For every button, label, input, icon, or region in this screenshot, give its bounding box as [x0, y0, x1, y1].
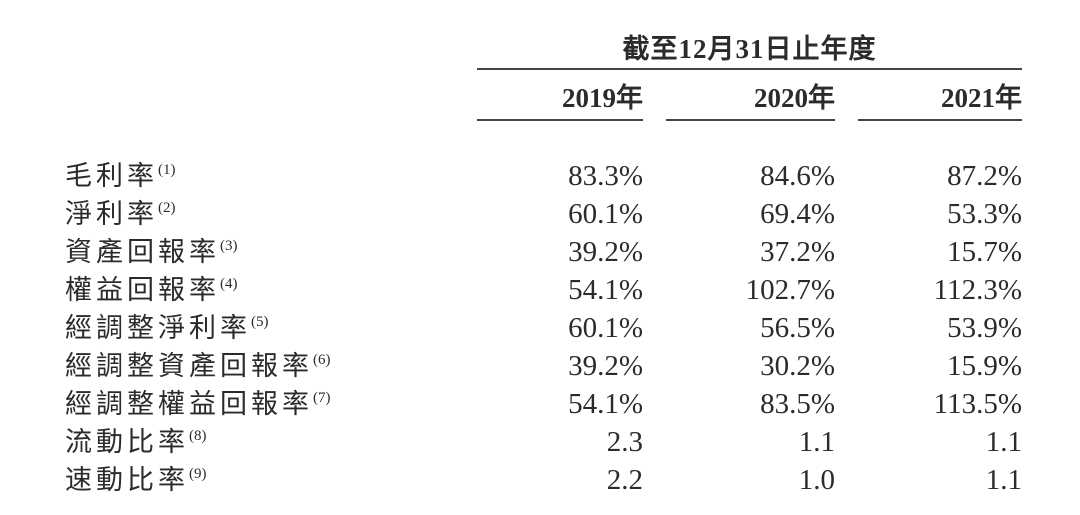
column-header-2020: 2020年 — [666, 70, 835, 122]
row-label: 毛利率(1) — [65, 157, 454, 195]
value-2019: 60.1% — [568, 198, 643, 231]
value-2019: 54.1% — [568, 388, 643, 421]
footnote-marker: (2) — [158, 200, 176, 217]
table-row-adjusted-return-on-equity: 經調整權益回報率(7) 54.1% 83.5% 113.5% — [65, 385, 1022, 423]
value-2020: 1.1 — [798, 426, 835, 459]
table-row-net-margin: 淨利率(2) 60.1% 69.4% 53.3% — [65, 195, 1022, 233]
value-2020: 84.6% — [760, 160, 835, 193]
table-row-quick-ratio: 速動比率(9) 2.2 1.0 1.1 — [65, 461, 1022, 499]
value-2020: 56.5% — [760, 312, 835, 345]
row-label-text: 經調整資產回報率 — [65, 351, 313, 382]
row-label-text: 權益回報率 — [65, 275, 220, 306]
table-body: 毛利率(1) 83.3% 84.6% 87.2% 淨利率(2) 60.1% 69… — [65, 157, 1022, 499]
row-label: 權益回報率(4) — [65, 271, 454, 309]
value-2021: 113.5% — [933, 388, 1022, 421]
table-row-return-on-assets: 資產回報率(3) 39.2% 37.2% 15.7% — [65, 233, 1022, 271]
value-2019: 60.1% — [568, 312, 643, 345]
table-row-gross-margin: 毛利率(1) 83.3% 84.6% 87.2% — [65, 157, 1022, 195]
value-2021: 53.9% — [947, 312, 1022, 345]
table-row-adjusted-return-on-assets: 經調整資產回報率(6) 39.2% 30.2% 15.9% — [65, 347, 1022, 385]
footnote-marker: (9) — [189, 466, 207, 483]
value-2019: 54.1% — [568, 274, 643, 307]
value-2019: 83.3% — [568, 160, 643, 193]
value-2020: 37.2% — [760, 236, 835, 269]
footnote-marker: (8) — [189, 428, 207, 445]
value-2020: 83.5% — [760, 388, 835, 421]
footnote-marker: (3) — [220, 238, 238, 255]
row-label: 資產回報率(3) — [65, 233, 454, 271]
value-2019: 2.3 — [606, 426, 643, 459]
value-2020: 30.2% — [760, 350, 835, 383]
table-row-adjusted-net-margin: 經調整淨利率(5) 60.1% 56.5% 53.9% — [65, 309, 1022, 347]
row-label-text: 毛利率 — [65, 161, 158, 192]
header-spacer — [65, 70, 454, 121]
column-header-2019: 2019年 — [477, 70, 643, 122]
value-2020: 102.7% — [745, 274, 835, 307]
row-label-text: 資產回報率 — [65, 237, 220, 268]
value-2021: 15.9% — [947, 350, 1022, 383]
value-2020: 1.0 — [798, 464, 835, 497]
period-header: 截至12月31日止年度 — [477, 0, 1022, 71]
table-row-return-on-equity: 權益回報率(4) 54.1% 102.7% 112.3% — [65, 271, 1022, 309]
table-header-period: 截至12月31日止年度 — [65, 0, 1022, 71]
row-label: 經調整資產回報率(6) — [65, 347, 454, 385]
table-row-current-ratio: 流動比率(8) 2.3 1.1 1.1 — [65, 423, 1022, 461]
footnote-marker: (5) — [251, 314, 269, 331]
footnote-marker: (6) — [313, 352, 331, 369]
value-2020: 69.4% — [760, 198, 835, 231]
footnote-marker: (4) — [220, 276, 238, 293]
footnote-marker: (7) — [313, 390, 331, 407]
value-2021: 1.1 — [985, 464, 1022, 497]
row-label-text: 淨利率 — [65, 199, 158, 230]
row-label-text: 經調整淨利率 — [65, 313, 251, 344]
row-label: 經調整淨利率(5) — [65, 309, 454, 347]
table-header-years: 2019年 2020年 2021年 — [65, 70, 1022, 122]
value-2019: 39.2% — [568, 350, 643, 383]
value-2019: 2.2 — [606, 464, 643, 497]
row-label-text: 速動比率 — [65, 465, 189, 496]
row-label: 淨利率(2) — [65, 195, 454, 233]
value-2019: 39.2% — [568, 236, 643, 269]
value-2021: 1.1 — [985, 426, 1022, 459]
row-label-text: 流動比率 — [65, 427, 189, 458]
footnote-marker: (1) — [158, 162, 176, 179]
value-2021: 15.7% — [947, 236, 1022, 269]
value-2021: 112.3% — [933, 274, 1022, 307]
row-label-text: 經調整權益回報率 — [65, 389, 313, 420]
value-2021: 53.3% — [947, 198, 1022, 231]
row-label: 速動比率(9) — [65, 461, 454, 499]
row-label: 流動比率(8) — [65, 423, 454, 461]
row-label: 經調整權益回報率(7) — [65, 385, 454, 423]
value-2021: 87.2% — [947, 160, 1022, 193]
column-header-2021: 2021年 — [858, 70, 1022, 122]
